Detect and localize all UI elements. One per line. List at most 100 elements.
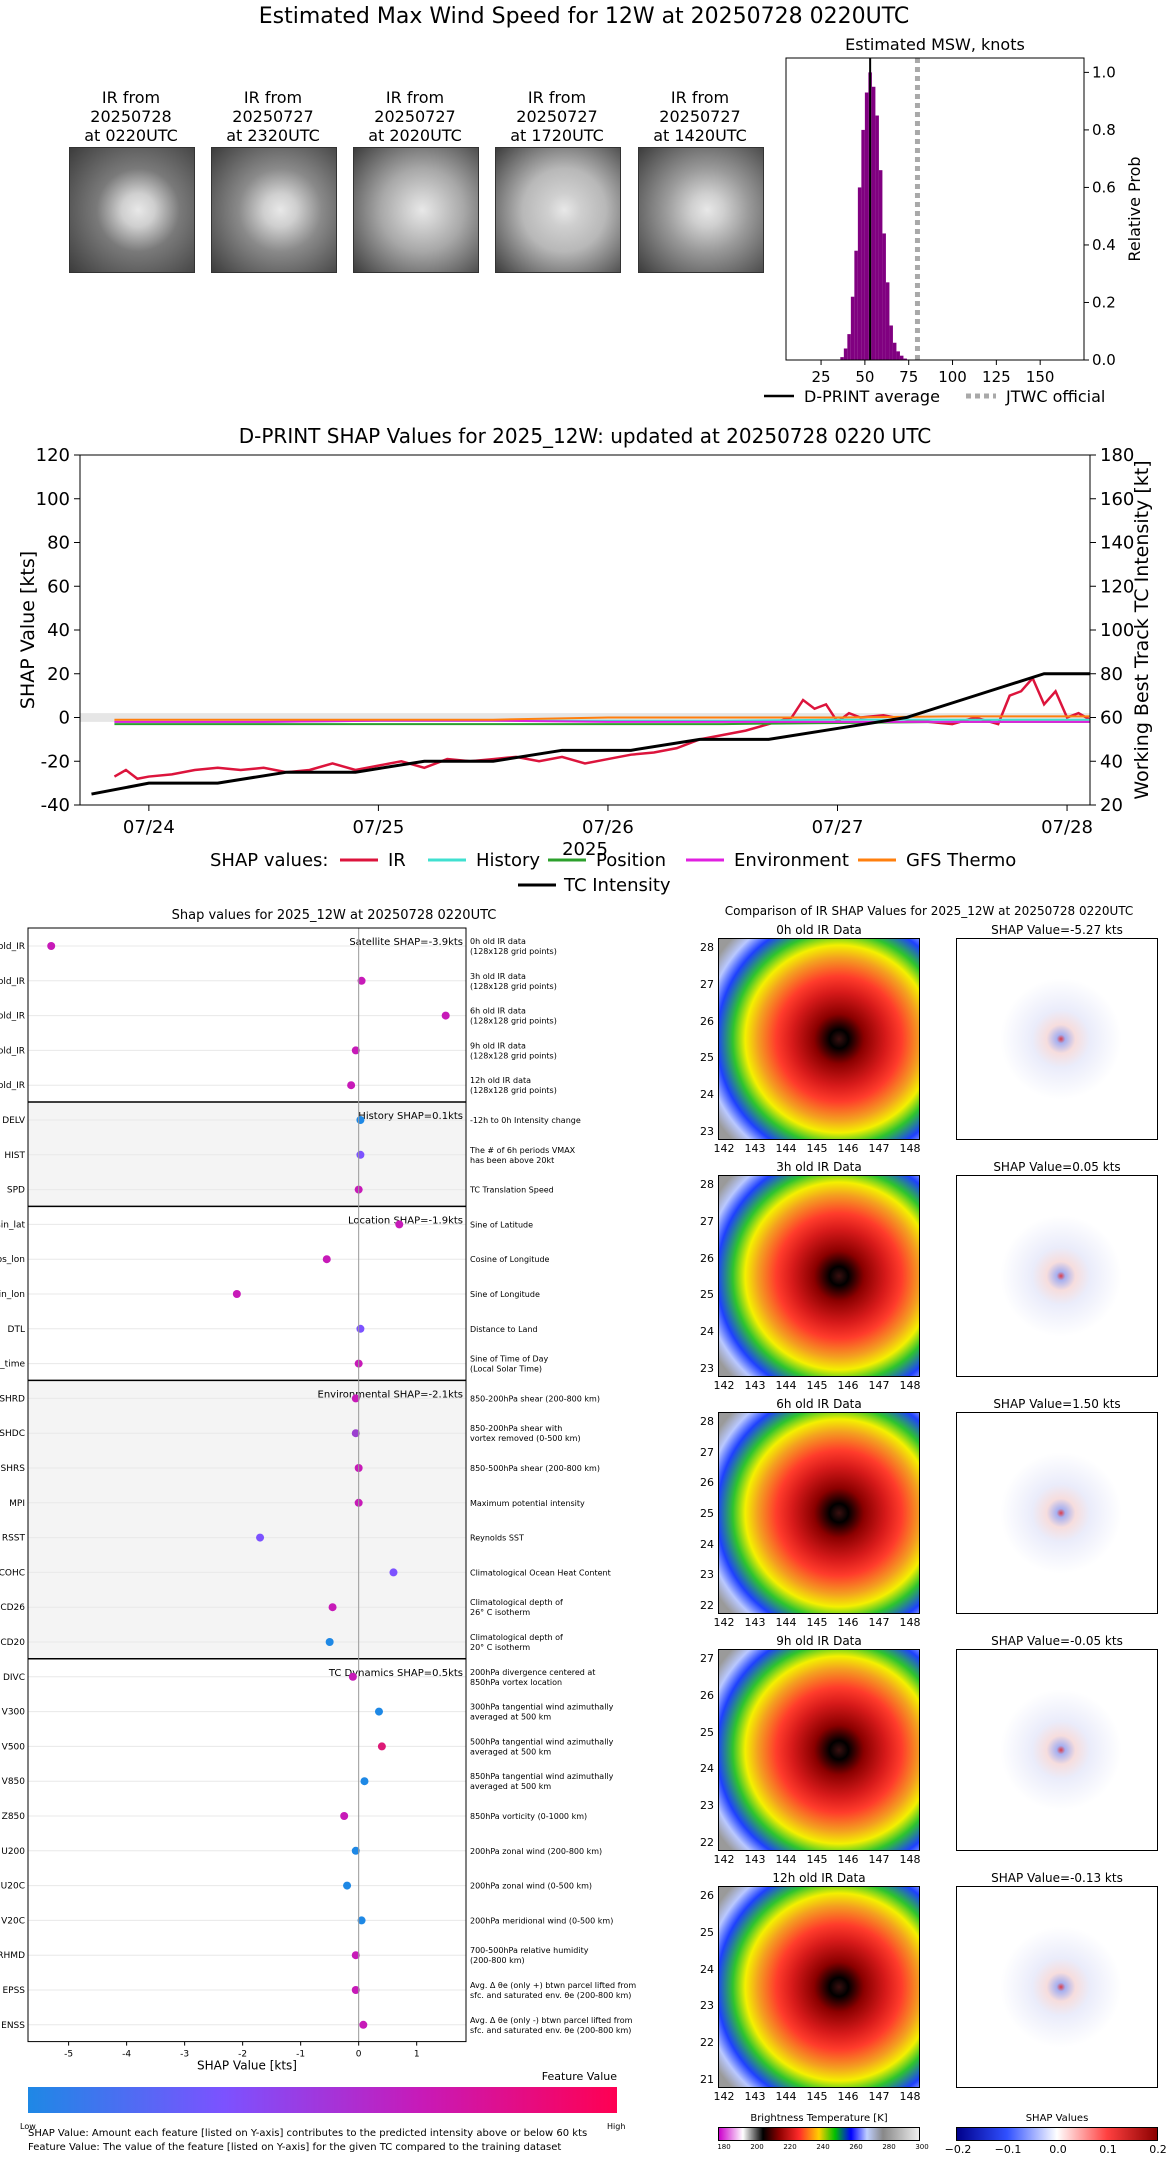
feature-description: Climatological depth of xyxy=(470,1633,563,1642)
bt-colorbar-tick: 240 xyxy=(816,2143,830,2151)
ir-y-tick-label: 28 xyxy=(700,1178,714,1191)
ir-y-tick-label: 24 xyxy=(700,1962,714,1976)
ir-x-tick-label: 145 xyxy=(806,1379,828,1392)
ir-panel-title: 0h old IR Data xyxy=(776,923,862,937)
shap-point xyxy=(351,1986,360,1994)
feature-description: (128x128 grid points) xyxy=(470,1086,557,1095)
feature-description: 0h old IR data xyxy=(470,937,526,946)
ir-thumb-caption-line: 20250727 xyxy=(516,107,598,126)
group-label: Satellite SHAP=-3.9kts xyxy=(349,937,463,948)
shap-image-panel xyxy=(956,938,1158,1140)
legend-dprint-label: D-PRINT average xyxy=(804,387,940,406)
feature-description: 3h old IR data xyxy=(470,972,526,981)
histogram-title: Estimated MSW, knots xyxy=(845,35,1025,54)
timeseries-frame xyxy=(79,454,1091,806)
feature-description: Distance to Land xyxy=(470,1325,538,1334)
feature-description: Avg. Δ θe (only +) btwn parcel lifted fr… xyxy=(470,1981,636,1990)
ir-y-tick-label: 25 xyxy=(700,1051,714,1065)
shap-timeseries-chart: D-PRINT SHAP Values for 2025_12W: update… xyxy=(17,424,1153,896)
histogram-bar xyxy=(847,334,851,360)
x-tick-label: 100 xyxy=(938,368,967,386)
x-tick-label: -3 xyxy=(180,2050,189,2060)
shap-point xyxy=(232,1290,241,1298)
y2-tick-label: 80 xyxy=(1100,664,1123,685)
ir-y-tick-label: 27 xyxy=(700,1214,714,1228)
x-tick-label: 07/26 xyxy=(582,817,634,838)
feature-description: 20° C isotherm xyxy=(470,1643,530,1652)
ir-thumb-caption: IR from 20250727 at 2020UTC xyxy=(350,88,480,145)
ir-thumb-caption-line: 20250727 xyxy=(659,107,741,126)
feature-name: 0h_old_IR xyxy=(0,942,25,952)
bt-colorbar-tick: 180 xyxy=(717,2143,731,2151)
shap-panel-title: SHAP Value=1.50 kts xyxy=(993,1397,1121,1411)
ir-thumbnail-image xyxy=(638,147,764,273)
feature-description: 850hPa tangential wind azimuthally xyxy=(470,1772,614,1781)
ir-x-tick-label: 146 xyxy=(837,1616,859,1629)
feature-description: (128x128 grid points) xyxy=(470,1051,557,1060)
shap-colorbar xyxy=(956,2127,1158,2141)
y2-tick-label: 180 xyxy=(1100,445,1134,466)
ir-x-tick-label: 142 xyxy=(713,1616,735,1629)
x-tick-label: 150 xyxy=(1026,368,1055,386)
ir-panel-title: 9h old IR Data xyxy=(776,1634,862,1648)
ir-x-tick-label: 142 xyxy=(713,1142,735,1155)
legend-jtwc-label: JTWC official xyxy=(1005,387,1105,406)
feature-description: 700-500hPa relative humidity xyxy=(470,1946,589,1955)
x-tick-label: 0 xyxy=(356,2050,362,2060)
ir-thumb-caption: IR from 20250727 at 1720UTC xyxy=(492,88,622,145)
feature-name: MPI xyxy=(9,1499,25,1509)
shap-panel-title: SHAP Value=0.05 kts xyxy=(993,1160,1121,1174)
feature-description: 850-500hPa shear (200-800 km) xyxy=(470,1464,600,1473)
y-tick-label: -20 xyxy=(41,751,70,772)
feature-description: averaged at 500 km xyxy=(470,1782,551,1791)
histogram-ylabel: Relative Prob xyxy=(1125,156,1144,261)
feature-name: EPSS xyxy=(2,1986,25,1996)
ir-y-tick-label: 23 xyxy=(700,1125,714,1138)
feature-group-band xyxy=(28,928,466,1102)
feature-name: sin_lon xyxy=(0,1290,25,1300)
ir-thumbnail-image xyxy=(211,147,337,273)
feature-group-band xyxy=(28,1102,466,1207)
feature-name: SHRD xyxy=(0,1394,25,1404)
histogram-bar xyxy=(864,92,869,360)
shap-panel-title: SHAP Value=-5.27 kts xyxy=(991,923,1123,937)
ir-x-tick-label: 144 xyxy=(775,1142,797,1155)
ir-x-tick-label: 147 xyxy=(868,1379,890,1392)
ir-thumb-caption-line: 20250727 xyxy=(374,107,456,126)
shap-point xyxy=(357,976,366,985)
bt-colorbar-tick: 300 xyxy=(915,2143,929,2151)
ir-thumb-caption-line: at 1420UTC xyxy=(653,126,747,145)
ir-x-tick-label: 143 xyxy=(744,1616,766,1629)
feature-name: SHRS xyxy=(1,1464,26,1474)
legend-label: TC Intensity xyxy=(563,875,671,896)
ir-y-tick-label: 28 xyxy=(700,1415,714,1428)
ir-panel-title: 12h old IR Data xyxy=(772,1871,866,1885)
ir-x-tick-label: 147 xyxy=(868,2090,890,2103)
ir-x-tick-label: 148 xyxy=(899,1379,921,1392)
legend-title: SHAP values: xyxy=(210,850,328,871)
ir-thumb-caption: IR from 20250728 at 0220UTC xyxy=(66,88,196,145)
feature-description: (128x128 grid points) xyxy=(470,982,557,991)
feature-name: CD26 xyxy=(0,1603,25,1613)
shap-colorbar-tick: −0.1 xyxy=(994,2143,1022,2156)
shap-image-panel xyxy=(956,1886,1158,2088)
y2-tick-label: 160 xyxy=(1100,489,1134,510)
ir-x-tick-label: 148 xyxy=(899,2090,921,2103)
feature-description: 200hPa zonal wind (0-500 km) xyxy=(470,1882,592,1891)
feature-description: Cosine of Longitude xyxy=(470,1255,550,1264)
histogram-bar xyxy=(840,357,844,360)
legend-label: IR xyxy=(388,850,406,871)
x-tick-label: 07/27 xyxy=(812,817,864,838)
histogram-bar xyxy=(896,351,900,360)
ir-y-tick-label: 25 xyxy=(700,1507,714,1520)
shap-point xyxy=(357,1916,366,1925)
ir-x-tick-label: 145 xyxy=(806,1853,828,1866)
group-label: Environmental SHAP=-2.1kts xyxy=(318,1389,464,1400)
feature-description: -12h to 0h Intensity change xyxy=(470,1116,581,1125)
shap-point xyxy=(356,1150,365,1159)
ir-y-tick-label: 26 xyxy=(700,1476,714,1490)
x-tick-label: 07/28 xyxy=(1041,817,1093,838)
group-label: History SHAP=0.1kts xyxy=(358,1111,463,1122)
feature-description: 26° C isotherm xyxy=(470,1608,530,1617)
ir-x-tick-label: 143 xyxy=(744,1379,766,1392)
